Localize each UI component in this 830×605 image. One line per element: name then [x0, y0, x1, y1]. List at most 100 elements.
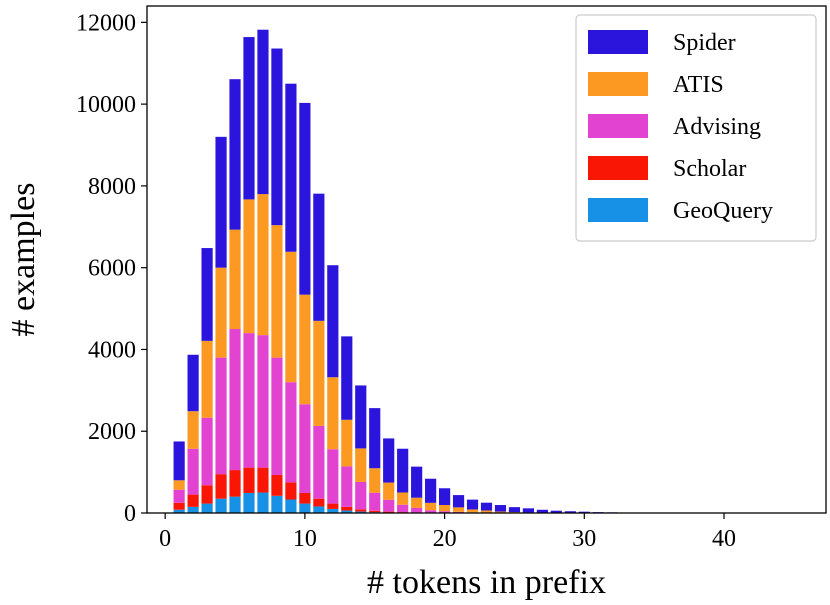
bar-advising-x18	[411, 507, 423, 513]
bars-layer	[173, 29, 758, 513]
y-axis-label: # examples	[5, 183, 42, 337]
bar-spider-x22	[466, 499, 479, 510]
bar-scholar-x9	[285, 482, 297, 500]
bar-atis-x7	[257, 194, 269, 336]
bar-atis-x5	[229, 229, 241, 330]
bar-scholar-x15	[369, 510, 381, 513]
legend-swatch-advising	[588, 114, 648, 138]
bar-scholar-x4	[215, 474, 227, 499]
bar-advising-x5	[229, 329, 241, 471]
bar-spider-x27	[536, 509, 548, 513]
bar-advising-x8	[271, 357, 283, 475]
bar-spider-x10	[299, 102, 311, 295]
bar-spider-x4	[215, 136, 227, 268]
bar-geoquery-x8	[271, 495, 283, 513]
bar-atis-x2	[187, 411, 199, 449]
x-tick-label: 20	[433, 526, 457, 552]
bar-atis-x8	[271, 225, 283, 358]
bar-advising-x20	[439, 511, 451, 513]
bar-atis-x9	[285, 251, 297, 383]
y-tick-label: 2000	[88, 419, 136, 445]
bar-atis-x17	[397, 492, 409, 505]
legend-box	[575, 14, 817, 242]
bar-spider-x30	[578, 511, 590, 513]
bar-spider-x25	[508, 507, 521, 513]
bar-geoquery-x4	[215, 498, 227, 513]
legend-swatch-spider	[588, 30, 648, 54]
bar-scholar-x13	[341, 506, 353, 511]
bar-advising-x16	[383, 499, 395, 512]
bar-spider-x14	[355, 385, 367, 449]
bar-atis-x13	[341, 419, 353, 467]
bar-geoquery-x7	[257, 492, 269, 513]
bar-spider-x28	[550, 510, 562, 513]
x-axis-ticks: 0 10 20 30 40	[159, 513, 736, 552]
bar-atis-x4	[215, 267, 227, 358]
bar-geoquery-x12	[327, 508, 339, 513]
bar-spider-x5	[229, 79, 241, 230]
bar-scholar-x1	[173, 502, 185, 510]
bar-advising-x14	[355, 481, 367, 510]
bar-advising-x12	[327, 449, 339, 504]
y-tick-label: 12000	[76, 10, 136, 36]
bar-atis-x1	[173, 480, 185, 490]
bar-advising-x19	[425, 510, 437, 513]
bar-advising-x2	[187, 448, 199, 495]
bar-spider-x6	[243, 37, 255, 200]
bar-atis-x10	[299, 294, 311, 405]
bar-geoquery-x1	[173, 509, 185, 513]
y-axis-ticks: 0 2000 4000 6000 8000 10000 12000	[76, 10, 147, 527]
bar-advising-x1	[173, 489, 185, 503]
bar-advising-x11	[313, 425, 325, 499]
bar-advising-x10	[299, 404, 311, 493]
bar-spider-x15	[369, 408, 381, 469]
bar-scholar-x2	[187, 494, 199, 507]
bar-scholar-x5	[229, 470, 241, 497]
y-tick-label: 0	[124, 501, 136, 527]
bar-advising-x17	[397, 504, 409, 513]
legend-label-advising: Advising	[673, 114, 761, 140]
legend-swatch-scholar	[588, 156, 648, 180]
legend-label-spider: Spider	[673, 30, 736, 56]
bar-scholar-x10	[299, 492, 311, 504]
legend-label-geoquery: GeoQuery	[673, 198, 773, 224]
bar-geoquery-x3	[201, 503, 213, 513]
bar-atis-x22	[466, 509, 479, 513]
bar-geoquery-x13	[341, 510, 353, 513]
bar-spider-x2	[187, 354, 199, 412]
bar-scholar-x3	[201, 485, 213, 504]
bar-spider-x7	[257, 29, 269, 195]
legend: Spider ATIS Advising Scholar GeoQuery	[575, 14, 817, 242]
y-tick-label: 10000	[76, 92, 136, 118]
bar-atis-x12	[327, 377, 339, 450]
bar-atis-x19	[425, 502, 437, 511]
bar-atis-x6	[243, 199, 255, 334]
bar-scholar-x7	[257, 467, 269, 493]
bar-spider-x16	[383, 438, 395, 483]
bar-spider-x12	[327, 265, 339, 378]
bar-spider-x8	[271, 48, 283, 226]
bar-scholar-x6	[243, 467, 255, 493]
bar-atis-x20	[439, 505, 451, 512]
bar-scholar-x14	[355, 509, 367, 512]
bar-spider-x18	[411, 466, 423, 498]
x-tick-label: 0	[159, 526, 171, 552]
bar-spider-x3	[201, 248, 213, 341]
x-tick-label: 40	[712, 526, 736, 552]
bar-atis-x24	[494, 511, 507, 513]
bar-spider-x9	[285, 83, 297, 252]
bar-advising-x6	[243, 333, 255, 468]
bar-spider-x21	[452, 495, 465, 508]
bar-geoquery-x2	[187, 506, 199, 513]
bar-advising-x13	[341, 466, 353, 507]
plot-frame	[146, 5, 827, 514]
bar-spider-x1	[173, 441, 185, 481]
bar-atis-x23	[480, 510, 493, 513]
y-tick-label: 6000	[88, 256, 136, 282]
bar-advising-x15	[369, 492, 381, 511]
bar-atis-x11	[313, 320, 325, 426]
bar-scholar-x8	[271, 474, 283, 496]
bar-atis-x14	[355, 448, 367, 482]
bar-spider-x11	[313, 193, 325, 321]
